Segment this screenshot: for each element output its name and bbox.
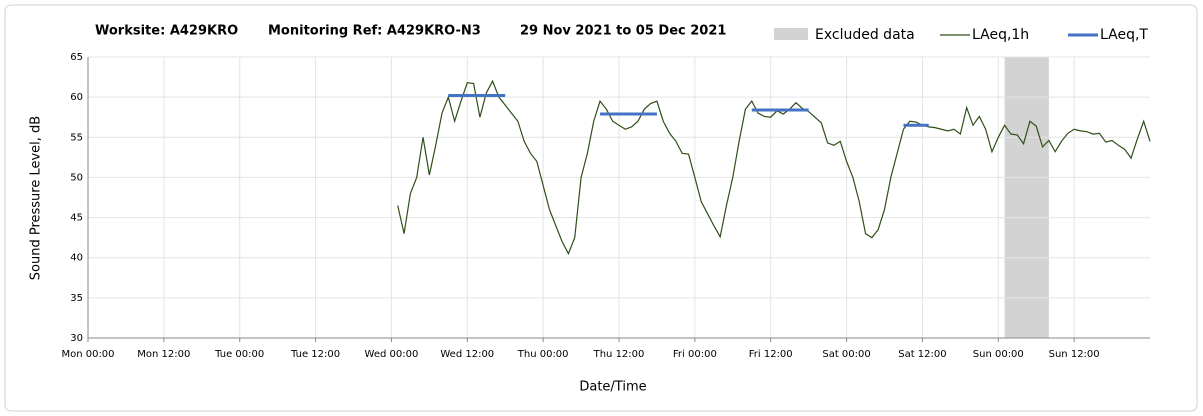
y-tick-label: 60 [70, 92, 83, 103]
x-tick-label: Sat 00:00 [822, 349, 870, 360]
x-tick-label: Thu 00:00 [517, 349, 569, 360]
legend-label: Excluded data [815, 27, 915, 43]
x-tick-label: Mon 12:00 [137, 349, 190, 360]
x-tick-label: Tue 00:00 [214, 349, 264, 360]
y-tick-label: 40 [70, 253, 83, 264]
x-tick-label: Fri 00:00 [673, 349, 717, 360]
y-tick-label: 35 [70, 293, 83, 304]
legend-label: LAeq,T [1100, 27, 1148, 43]
legend-label: LAeq,1h [972, 27, 1029, 43]
x-tick-label: Sun 00:00 [973, 349, 1024, 360]
chart-frame [4, 4, 1198, 412]
x-tick-label: Wed 00:00 [365, 349, 419, 360]
excluded-band [1004, 57, 1049, 338]
legend-excluded-swatch [774, 28, 808, 40]
y-axis-label: Sound Pressure Level, dB [29, 116, 44, 280]
x-tick-label: Thu 12:00 [593, 349, 645, 360]
x-tick-label: Fri 12:00 [749, 349, 793, 360]
title-ref: Monitoring Ref: A429KRO-N3 [268, 24, 481, 39]
title-dates: 29 Nov 2021 to 05 Dec 2021 [520, 24, 726, 39]
y-tick-label: 55 [70, 132, 83, 143]
x-tick-label: Wed 12:00 [440, 349, 494, 360]
y-tick-label: 65 [70, 52, 83, 63]
title-worksite: Worksite: A429KRO [95, 24, 238, 39]
y-tick-label: 45 [70, 213, 83, 224]
y-tick-label: 30 [70, 333, 83, 344]
y-tick-label: 50 [70, 172, 83, 183]
x-tick-label: Sat 12:00 [898, 349, 946, 360]
x-tick-label: Mon 00:00 [61, 349, 114, 360]
x-tick-label: Tue 12:00 [290, 349, 340, 360]
line-laeq-1h [397, 79, 1151, 256]
x-tick-label: Sun 12:00 [1049, 349, 1100, 360]
x-axis-label: Date/Time [579, 380, 646, 395]
